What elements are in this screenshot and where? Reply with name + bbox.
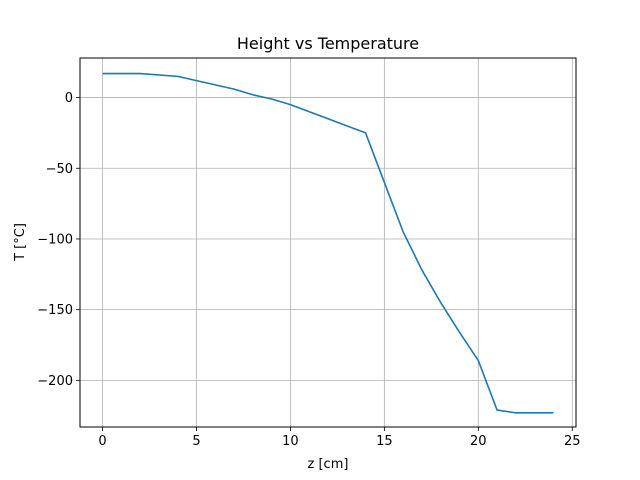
y-tick-label: −200 bbox=[37, 374, 73, 389]
x-tick-label: 20 bbox=[470, 434, 487, 449]
series-line bbox=[102, 72, 554, 414]
y-tick-label: −150 bbox=[37, 303, 73, 318]
x-tick-label: 10 bbox=[282, 434, 299, 449]
y-tick-label: −50 bbox=[46, 162, 73, 177]
x-tick-label: 0 bbox=[98, 434, 106, 449]
x-tick-label: 5 bbox=[192, 434, 200, 449]
x-tick-label: 25 bbox=[564, 434, 581, 449]
series-layer bbox=[102, 72, 554, 414]
y-tick-label: 0 bbox=[65, 91, 73, 106]
y-tick-label: −100 bbox=[37, 232, 73, 247]
y-ticks: 0 −50 −100 −150 −200 bbox=[37, 91, 80, 389]
chart-title: Height vs Temperature bbox=[237, 34, 419, 53]
grid bbox=[80, 58, 576, 427]
x-axis-label: z [cm] bbox=[308, 457, 349, 472]
plot-frame bbox=[79, 57, 577, 428]
x-tick-label: 15 bbox=[376, 434, 393, 449]
x-ticks: 0 5 10 15 20 25 bbox=[98, 427, 581, 449]
y-axis-label: T [°C] bbox=[13, 223, 28, 262]
